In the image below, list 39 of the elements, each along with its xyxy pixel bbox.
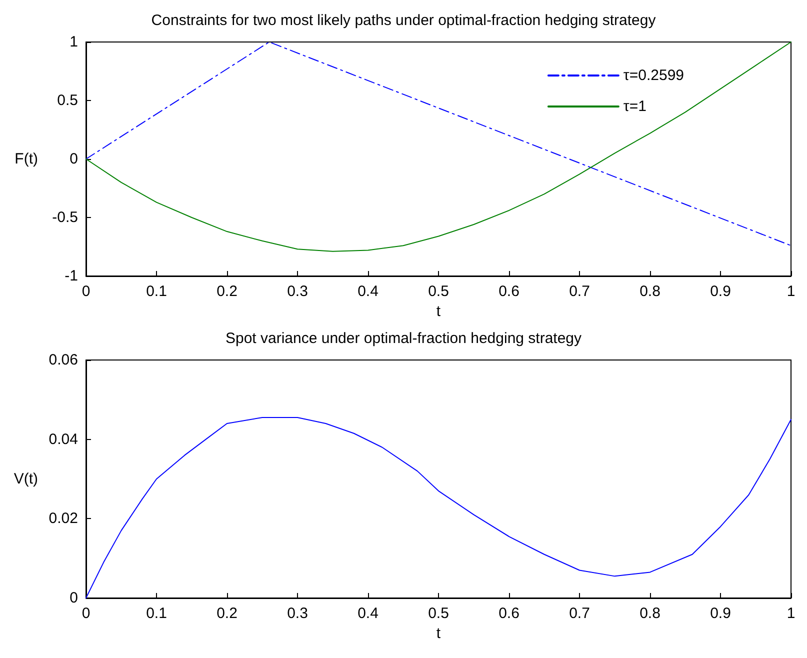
x-tick-label: 0.6 (498, 605, 520, 622)
y-tick-label: 0 (70, 590, 78, 606)
y-tick-label: 0.5 (57, 92, 78, 109)
x-tick-label: 0.2 (216, 605, 238, 622)
y-tick-label: -1 (64, 268, 78, 284)
y-axis-title: F(t) (14, 150, 38, 168)
x-tick-label: 0.2 (216, 283, 238, 300)
x-tick-label: 0.7 (569, 283, 590, 300)
y-tick-label: 0.06 (48, 352, 78, 368)
x-tick-label: 0.3 (287, 283, 308, 300)
chart-title: Constraints for two most likely paths under optimal-fraction hedging strategy (151, 12, 656, 29)
x-tick-label: 0.1 (146, 605, 167, 622)
x-axis-title: t (436, 625, 442, 642)
x-tick-label: 0.8 (640, 605, 660, 622)
y-tick-label: -0.5 (52, 209, 78, 226)
y-tick-label: 0.04 (48, 430, 78, 448)
x-tick-label: 1 (786, 605, 796, 622)
x-axis-title: t (436, 303, 442, 320)
y-axis-title: V(t) (14, 470, 38, 488)
x-tick-label: 0 (82, 283, 90, 300)
y-tick-label: 0.02 (48, 510, 78, 528)
x-tick-label: 0.7 (569, 605, 590, 622)
x-tick-label: 0.5 (428, 283, 449, 300)
x-tick-label: 0 (82, 605, 90, 622)
legend-label: τ=0.2599 (623, 67, 684, 84)
x-tick-label: 0.5 (428, 605, 449, 622)
x-tick-label: 0.9 (710, 283, 731, 300)
y-tick-label: 0 (70, 150, 78, 168)
legend-label: τ=1 (623, 98, 646, 115)
chart-title: Spot variance under optimal-fraction hedging strategy (225, 330, 582, 347)
x-tick-label: 0.1 (146, 283, 167, 300)
y-tick-label: 1 (70, 34, 78, 50)
x-tick-label: 0.4 (358, 605, 378, 622)
x-tick-label: 1 (786, 283, 796, 300)
x-tick-label: 0.4 (358, 283, 378, 300)
x-tick-label: 0.9 (710, 605, 731, 622)
x-tick-label: 0.8 (640, 283, 660, 300)
x-tick-label: 0.6 (498, 283, 520, 300)
x-tick-label: 0.3 (287, 605, 308, 622)
